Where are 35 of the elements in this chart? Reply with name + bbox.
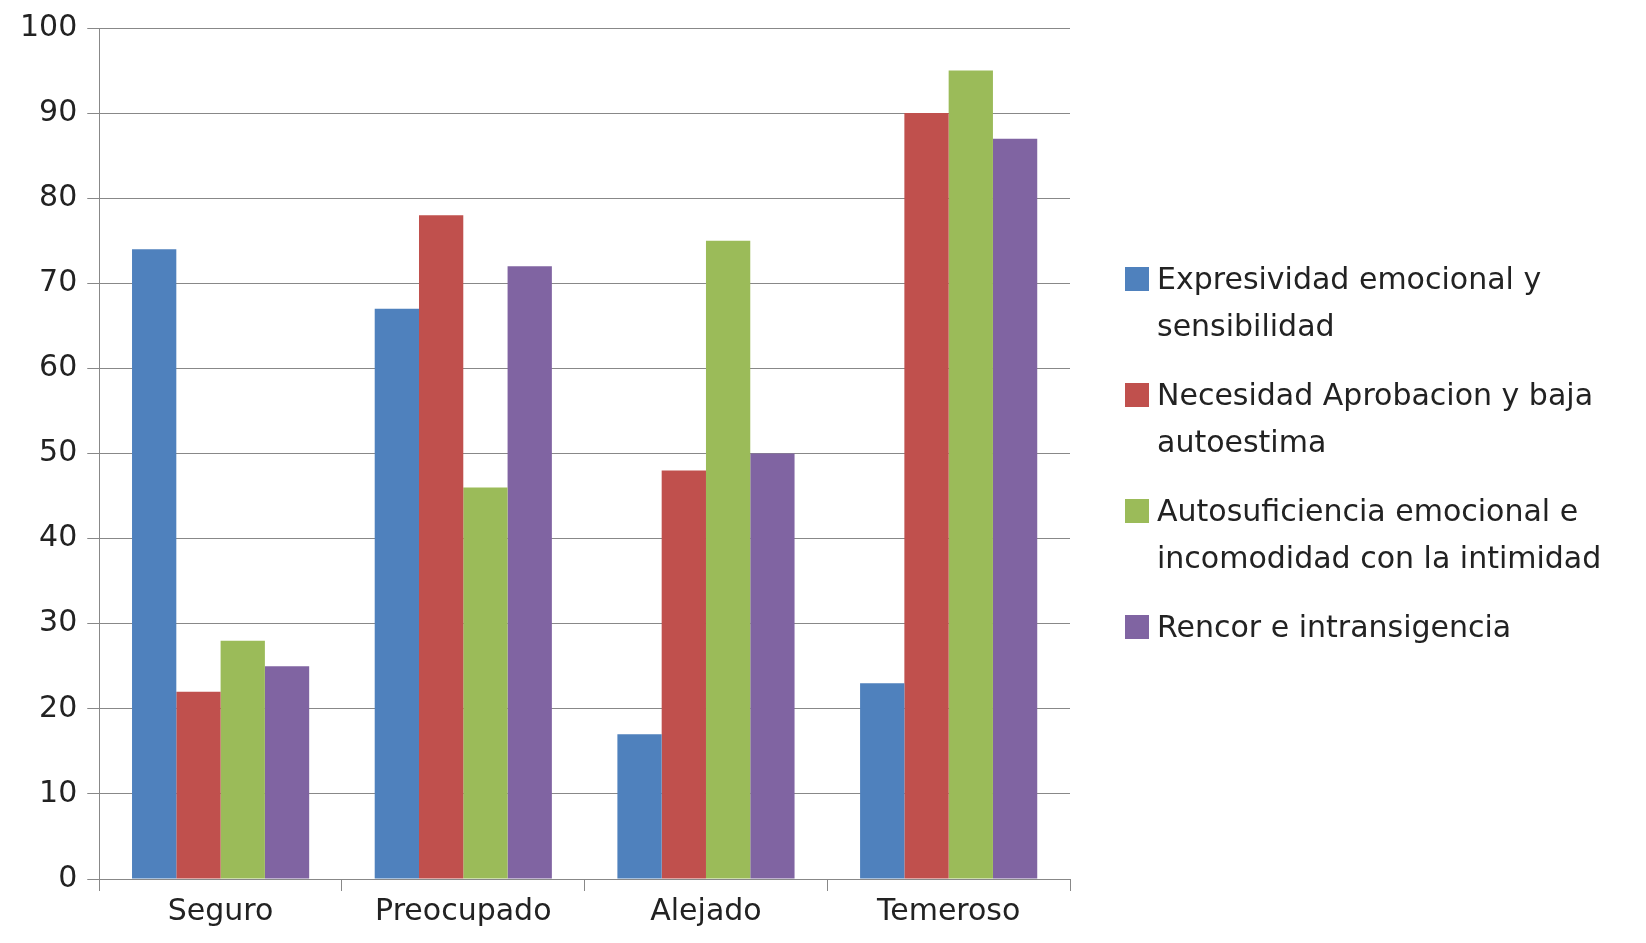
y-tick-label: 50	[39, 433, 78, 469]
bar	[860, 683, 905, 879]
bar	[220, 640, 265, 879]
y-tick-label: 100	[20, 7, 78, 43]
y-tick-label: 90	[39, 92, 78, 128]
x-tick-label: Alejado	[650, 891, 762, 927]
y-tick-label: 40	[39, 518, 78, 554]
bar	[264, 666, 310, 879]
bar	[463, 487, 508, 879]
legend-label: Autosuficiencia emocional e incomodidad con la intimidad	[1157, 492, 1603, 577]
y-tick-label: 20	[39, 688, 78, 724]
bar	[705, 240, 751, 879]
bar	[374, 308, 419, 879]
bar	[750, 453, 795, 879]
x-tick-label: Temeroso	[875, 891, 1021, 927]
y-tick-label: 0	[58, 858, 78, 894]
bar	[507, 266, 552, 879]
bar	[176, 691, 221, 879]
legend-label: Expresividad emocional y sensibilidad	[1157, 260, 1543, 345]
x-tick-label: Preocupado	[375, 891, 552, 927]
y-tick-label: 10	[39, 773, 78, 809]
y-tick-label: 60	[39, 348, 78, 384]
y-tick-label: 70	[39, 263, 78, 299]
bar	[992, 138, 1038, 879]
bar	[419, 215, 464, 879]
bar	[904, 113, 949, 879]
x-tick-label: Seguro	[167, 891, 274, 927]
legend-label: Necesidad Aprobacion y baja autoestima	[1157, 376, 1594, 461]
y-tick-label: 30	[39, 603, 78, 639]
bar	[948, 70, 993, 879]
bar	[132, 249, 177, 879]
y-tick-label: 80	[39, 178, 78, 213]
bar	[661, 470, 706, 879]
bar	[617, 734, 662, 879]
legend-label: Rencor e intransigencia	[1157, 608, 1512, 646]
